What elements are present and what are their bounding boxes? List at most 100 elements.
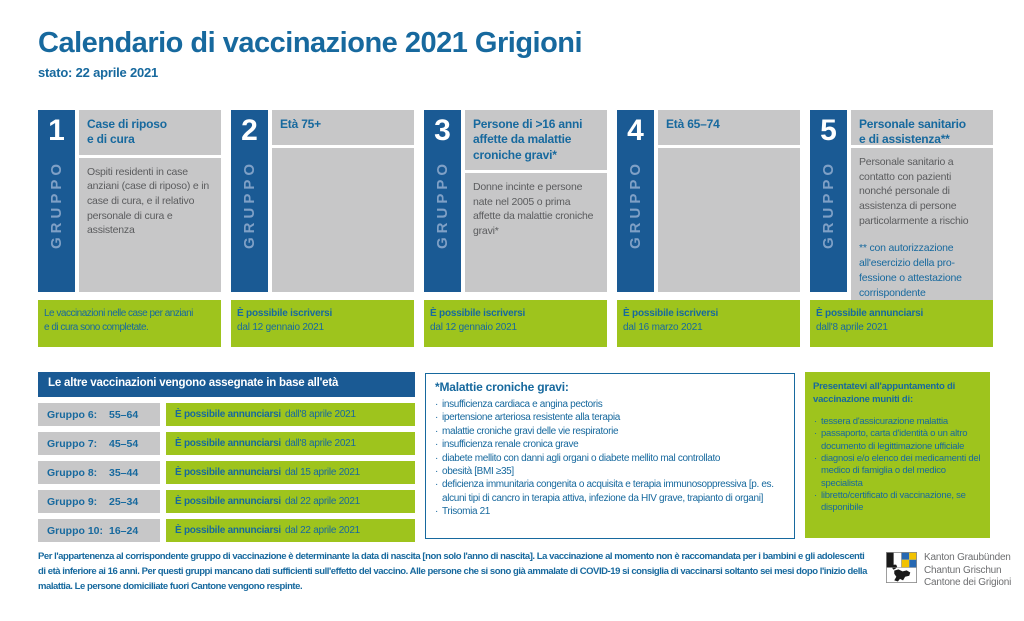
disease-item: malattie croniche gravi delle vie respir… [435, 425, 785, 439]
disease-item: deficienza immunitaria congenita o acqui… [435, 478, 785, 505]
age-table-row: Gruppo 6: 55–64 È possibile annunciarsi … [38, 403, 415, 426]
canton-logo-text: Kanton Graubünden Chantun Grischun Canto… [924, 552, 1011, 590]
age-status-bold: È possibile annunciarsi [175, 467, 281, 478]
age-range: 25–34 [109, 495, 139, 508]
group-body [272, 148, 414, 292]
age-status-bold: È possibile annunciarsi [175, 525, 281, 536]
group-number: 3 [434, 114, 451, 147]
footer-bold-label: È possibile annunciarsi [816, 308, 924, 319]
group-body: Donne incinte e persone nate nel 2005 o … [465, 173, 607, 292]
page-title: Calendario di vaccinazione 2021 Grigioni [38, 27, 583, 59]
diseases-list: insufficienza cardiaca e angina pectoris… [435, 398, 785, 519]
footer-bold-label: È possibile iscriversi [623, 308, 719, 319]
group-status-footer: È possibile annunciarsi dall'8 aprile 20… [810, 300, 993, 347]
age-table-row: Gruppo 10: 16–24 È possibile annunciarsi… [38, 519, 415, 542]
disease-item: insufficienza renale cronica grave [435, 438, 785, 452]
group-number-band: 3 GRUPPO [424, 110, 461, 292]
group-band-label: GRUPPO [820, 160, 837, 250]
appointment-item: tessera d'assicurazione malattia [813, 416, 982, 429]
disease-item: insufficienza cardiaca e angina pectoris [435, 398, 785, 412]
group-column-4: 4 GRUPPO Età 65–74 È possibile iscrivers… [617, 110, 800, 347]
age-status-bold: È possibile annunciarsi [175, 496, 281, 507]
group-band-label: GRUPPO [241, 160, 258, 250]
age-status-date: dall'8 aprile 2021 [284, 438, 356, 449]
age-table-header: Le altre vaccinazioni vengono assegnate … [38, 372, 415, 397]
age-range: 55–64 [109, 408, 139, 421]
age-table: Le altre vaccinazioni vengono assegnate … [38, 372, 415, 542]
footer-date: dal 16 marzo 2021 [623, 321, 703, 333]
group-status-footer: È possibile iscriversi dal 16 marzo 2021 [617, 300, 800, 347]
group-title: Persone di >16 anni affette da malattie … [465, 110, 607, 171]
disease-item: diabete mellito con danni agli organi o … [435, 452, 785, 466]
age-status-date: dal 22 aprile 2021 [284, 496, 360, 507]
footer-date: dal 12 gennaio 2021 [237, 321, 324, 333]
footer-bold-label: È possibile iscriversi [430, 308, 526, 319]
age-status-date: dal 15 aprile 2021 [284, 467, 360, 478]
group-column-1: 1 GRUPPO Case di riposo e di cura Ospiti… [38, 110, 221, 347]
age-group-label: Gruppo 9: [47, 495, 98, 508]
footnote: Per l'appartenenza al corrispondente gru… [38, 551, 867, 592]
age-range: 35–44 [109, 466, 139, 479]
group-band-label: GRUPPO [48, 160, 65, 250]
group-body-text: Ospiti residenti in case anziani (case d… [87, 165, 210, 237]
group-column-5: 5 GRUPPO Personale sanitario e di assist… [810, 110, 993, 347]
logo-line-romansh: Chantun Grischun [924, 564, 1002, 576]
appointment-checklist-box: Presentatevi all'appuntamento di vaccina… [805, 372, 990, 538]
footer-bold-label: È possibile iscriversi [237, 308, 333, 319]
age-table-row: Gruppo 7: 45–54 È possibile annunciarsi … [38, 432, 415, 455]
groups-row: 1 GRUPPO Case di riposo e di cura Ospiti… [38, 110, 993, 347]
appointment-list: tessera d'assicurazione malattia passapo… [813, 416, 982, 514]
appointment-item: passaporto, carta d'identità o un altro … [813, 428, 982, 453]
age-group-label: Gruppo 6: [47, 408, 98, 421]
diseases-title: *Malattie croniche gravi: [435, 380, 569, 394]
group-status-footer: È possibile iscriversi dal 12 gennaio 20… [231, 300, 414, 347]
group-band-label: GRUPPO [627, 160, 644, 250]
group-number-band: 1 GRUPPO [38, 110, 75, 292]
age-group-label: Gruppo 10: [47, 524, 104, 537]
group-body-text: Donne incinte e persone nate nel 2005 o … [473, 181, 594, 238]
group-status-footer: È possibile iscriversi dal 12 gennaio 20… [424, 300, 607, 347]
footer-date: Le vaccinazioni nelle case per anziani e… [44, 308, 193, 333]
logo-line-italian: Cantone dei Grigioni [924, 577, 1012, 588]
group-number-band: 2 GRUPPO [231, 110, 268, 292]
age-group-label: Gruppo 7: [47, 437, 98, 450]
group-status-footer: Le vaccinazioni nelle case per anziani e… [38, 300, 221, 347]
disease-item: ipertensione arteriosa resistente alla t… [435, 411, 785, 425]
group-title: Personale sanitario e di assistenza** [851, 110, 993, 146]
group-title: Età 65–74 [658, 110, 800, 145]
group-body-text: Personale sanitario a contatto con pazie… [859, 156, 969, 227]
group-number: 2 [241, 114, 258, 147]
disease-item: obesità [BMI ≥35] [435, 465, 785, 479]
footer-date: dal 12 gennaio 2021 [430, 321, 517, 333]
group-title: Età 75+ [272, 110, 414, 145]
age-status-date: dal 22 aprile 2021 [284, 525, 360, 536]
age-status-date: dall'8 aprile 2021 [284, 409, 356, 420]
age-table-row: Gruppo 9: 25–34 È possibile annunciarsi … [38, 490, 415, 513]
footer-date: dall'8 aprile 2021 [816, 321, 888, 333]
age-table-row: Gruppo 8: 35–44 È possibile annunciarsi … [38, 461, 415, 484]
age-status-bold: È possibile annunciarsi [175, 409, 281, 420]
status-date: stato: 22 aprile 2021 [38, 65, 159, 80]
group-number: 4 [627, 114, 644, 147]
appointment-item: libretto/certificato di vaccinazione, se… [813, 490, 982, 515]
logo-line-german: Kanton Graubünden [924, 552, 1011, 563]
graubuenden-coat-of-arms [886, 552, 917, 583]
group-number-band: 4 GRUPPO [617, 110, 654, 292]
group-column-2: 2 GRUPPO Età 75+ È possibile iscriversi … [231, 110, 414, 347]
group-note: ** con autorizzazione all'esercizio dell… [859, 242, 962, 299]
chronic-diseases-box: *Malattie croniche gravi: insufficienza … [425, 373, 795, 539]
age-range: 45–54 [109, 437, 139, 450]
age-status-bold: È possibile annunciarsi [175, 438, 281, 449]
age-group-label: Gruppo 8: [47, 466, 98, 479]
disease-item: Trisomia 21 [435, 505, 785, 519]
group-body: Personale sanitario a contatto con pazie… [851, 148, 993, 308]
group-body: Ospiti residenti in case anziani (case d… [79, 157, 221, 292]
appointment-item: diagnosi e/o elenco dei medicamenti del … [813, 453, 982, 490]
group-number: 1 [48, 114, 65, 147]
group-number-band: 5 GRUPPO [810, 110, 847, 292]
group-number: 5 [820, 114, 837, 147]
group-body [658, 148, 800, 292]
group-band-label: GRUPPO [434, 160, 451, 250]
age-range: 16–24 [109, 524, 139, 537]
